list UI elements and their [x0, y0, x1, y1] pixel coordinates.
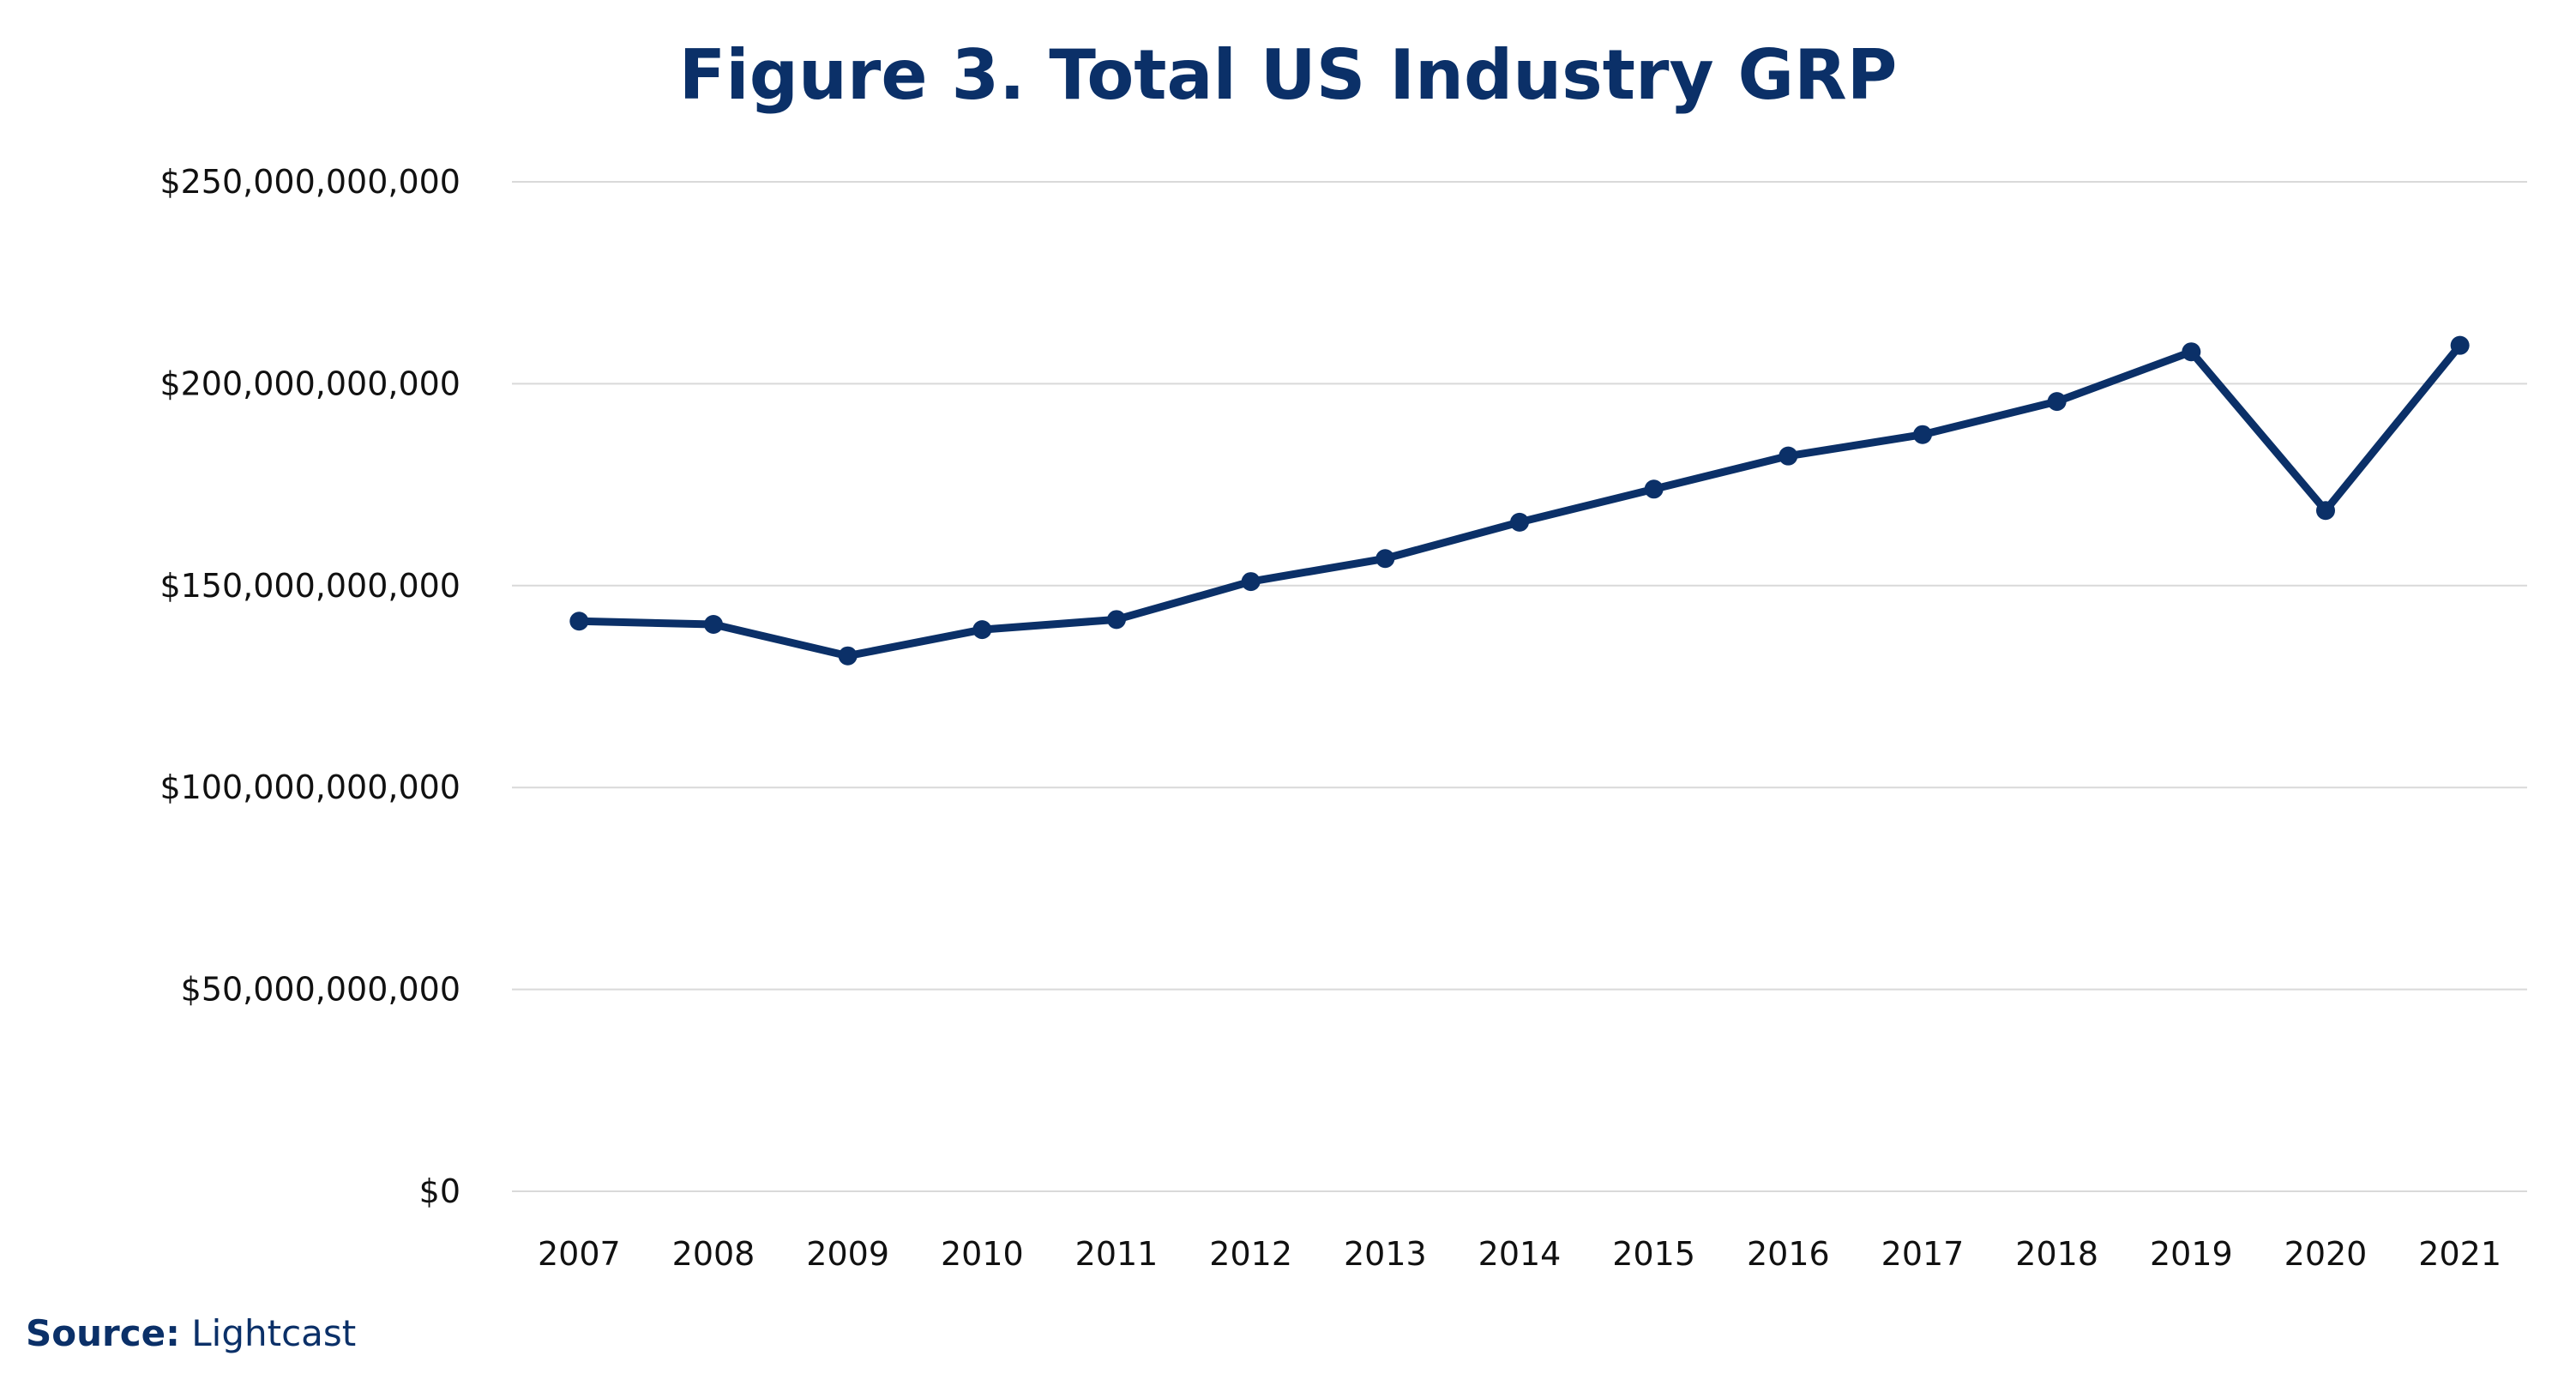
data-point-2011: [1107, 610, 1126, 630]
series-line: [579, 342, 2464, 660]
data-point-2013: [1375, 549, 1395, 569]
x-tick-label: 2009: [806, 1235, 889, 1273]
y-tick-label: $250,000,000,000: [159, 163, 460, 201]
data-point-2019: [2182, 342, 2201, 362]
y-tick-label: $0: [419, 1172, 460, 1210]
x-tick-label: 2011: [1075, 1235, 1159, 1273]
x-tick-label: 2020: [2284, 1235, 2368, 1273]
x-tick-label: 2012: [1209, 1235, 1292, 1273]
source-note: Source: Lightcast: [26, 1312, 356, 1354]
y-tick-label: $150,000,000,000: [159, 567, 460, 605]
data-point-2021: [2450, 335, 2470, 355]
y-tick-label: $200,000,000,000: [159, 365, 460, 402]
data-point-2015: [1644, 479, 1664, 499]
data-point-2012: [1241, 572, 1261, 592]
data-point-2018: [2047, 392, 2067, 412]
chart-title: Figure 3. Total US Industry GRP: [679, 35, 1898, 115]
y-tick-label: $50,000,000,000: [181, 971, 460, 1009]
data-point-2010: [972, 620, 992, 640]
data-point-2007: [569, 612, 589, 631]
y-tick-label: $100,000,000,000: [159, 768, 460, 806]
x-tick-label: 2019: [2150, 1235, 2233, 1273]
x-tick-label: 2008: [672, 1235, 755, 1273]
data-point-2017: [1913, 425, 1932, 444]
data-point-2016: [1779, 446, 1798, 466]
x-tick-label: 2013: [1344, 1235, 1427, 1273]
x-tick-label: 2014: [1478, 1235, 1562, 1273]
x-tick-label: 2015: [1612, 1235, 1695, 1273]
x-tick-label: 2017: [1881, 1235, 1965, 1273]
x-tick-label: 2018: [2015, 1235, 2098, 1273]
data-point-2020: [2316, 501, 2335, 521]
x-tick-label: 2007: [538, 1235, 621, 1273]
source-text: Lightcast: [191, 1312, 357, 1354]
data-point-2008: [704, 614, 723, 634]
data-point-2009: [838, 646, 858, 666]
x-tick-label: 2016: [1747, 1235, 1830, 1273]
x-tick-label: 2010: [941, 1235, 1024, 1273]
data-point-2014: [1510, 512, 1529, 532]
source-label: Source:: [26, 1312, 180, 1354]
x-tick-label: 2021: [2418, 1235, 2501, 1273]
